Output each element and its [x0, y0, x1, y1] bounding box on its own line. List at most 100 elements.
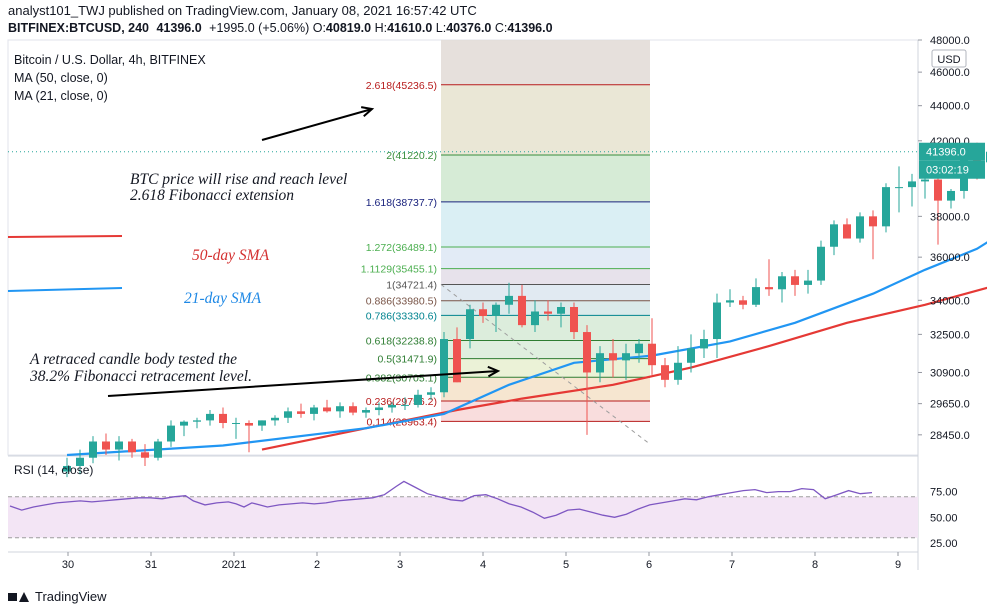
- candle-body[interactable]: [336, 406, 344, 412]
- candle-body[interactable]: [609, 353, 617, 361]
- ma21-legend[interactable]: MA (21, close, 0): [14, 89, 108, 103]
- candle-body[interactable]: [934, 179, 942, 201]
- candle-body[interactable]: [843, 224, 851, 239]
- candle-body[interactable]: [375, 407, 383, 411]
- fib-level-label: 1(34721.4): [386, 279, 437, 291]
- candle-body[interactable]: [492, 304, 500, 317]
- candle-body[interactable]: [180, 421, 188, 426]
- y-tick-label: 34000.0: [930, 295, 970, 307]
- candle-body[interactable]: [362, 410, 370, 413]
- currency-badge[interactable]: [931, 49, 967, 68]
- candle-body[interactable]: [947, 190, 955, 201]
- candle-body[interactable]: [323, 407, 331, 412]
- annotation-retrace-line1: A retraced candle body tested the: [29, 351, 237, 368]
- annotation-target-line2: 2.618 Fibonacci extension: [130, 187, 294, 204]
- ma50-legend[interactable]: MA (50, close, 0): [14, 71, 108, 85]
- candle-body[interactable]: [557, 306, 565, 314]
- candle-body[interactable]: [908, 181, 916, 188]
- high-value: 41610.0: [387, 21, 433, 35]
- candle-body[interactable]: [531, 311, 539, 326]
- annotation-retrace-line2: 38.2% Fibonacci retracement level.: [29, 368, 252, 385]
- candle-body[interactable]: [102, 441, 110, 450]
- rsi-tick-label: 25.00: [930, 538, 958, 550]
- x-tick-label: 30: [62, 559, 74, 571]
- fib-band: [441, 400, 650, 422]
- candle-body[interactable]: [674, 362, 682, 380]
- candle-body[interactable]: [752, 287, 760, 305]
- retrace-arrow-head: [487, 365, 501, 378]
- candle-body[interactable]: [232, 422, 240, 424]
- candle-body[interactable]: [206, 413, 214, 421]
- candle-body[interactable]: [245, 422, 253, 426]
- change-value: +1995.0 (+5.06%): [209, 21, 310, 35]
- fib-band: [441, 268, 650, 285]
- candle-body[interactable]: [115, 441, 123, 450]
- candle-body[interactable]: [687, 348, 695, 363]
- candle-body[interactable]: [700, 339, 708, 349]
- rsi-tick-label: 50.00: [930, 512, 958, 524]
- candle-body[interactable]: [505, 295, 513, 305]
- candle-body[interactable]: [804, 280, 812, 285]
- candle-body[interactable]: [284, 411, 292, 418]
- candle-body[interactable]: [791, 276, 799, 285]
- candle-body[interactable]: [219, 413, 227, 423]
- candle-body[interactable]: [154, 441, 162, 458]
- candle-body[interactable]: [596, 353, 604, 373]
- candle-body[interactable]: [193, 420, 201, 422]
- candle-body[interactable]: [713, 302, 721, 340]
- price-badge: [919, 142, 985, 161]
- fib-band: [441, 315, 650, 341]
- candle-body[interactable]: [817, 246, 825, 281]
- fib-level-label: 2(41220.2): [386, 150, 437, 162]
- candle-body[interactable]: [869, 216, 877, 227]
- candle-body[interactable]: [310, 407, 318, 414]
- candle-body[interactable]: [895, 187, 903, 189]
- candle-body[interactable]: [466, 309, 474, 340]
- candle-body[interactable]: [167, 425, 175, 442]
- candle-body[interactable]: [271, 417, 279, 421]
- candle-body[interactable]: [89, 441, 97, 458]
- tradingview-logo[interactable]: TradingView: [8, 589, 107, 604]
- candle-body[interactable]: [76, 457, 84, 466]
- publish-info: analyst101_TWJ published on TradingView.…: [8, 3, 477, 18]
- y-tick-label: 36000.0: [930, 252, 970, 264]
- candle-body[interactable]: [63, 465, 71, 472]
- tradingview-brand: TradingView: [35, 589, 107, 604]
- candle-body[interactable]: [128, 441, 136, 453]
- candle-body[interactable]: [297, 411, 305, 414]
- candle-body[interactable]: [648, 343, 656, 366]
- annotation-ma50: 50-day SMA: [192, 247, 270, 264]
- candle-body[interactable]: [570, 306, 578, 333]
- x-tick-label: 7: [729, 559, 735, 571]
- candle-body[interactable]: [479, 309, 487, 317]
- candle-body[interactable]: [583, 332, 591, 373]
- candle-body[interactable]: [518, 295, 526, 326]
- candle-body[interactable]: [726, 300, 734, 303]
- candle-body[interactable]: [401, 404, 409, 406]
- candle-body[interactable]: [388, 404, 396, 408]
- candle-body[interactable]: [349, 406, 357, 413]
- candle-body[interactable]: [635, 343, 643, 354]
- candle-body[interactable]: [921, 179, 929, 182]
- candle-body[interactable]: [856, 216, 864, 239]
- candle-body[interactable]: [661, 365, 669, 380]
- candle-body[interactable]: [765, 287, 773, 290]
- candle-body[interactable]: [778, 276, 786, 290]
- candle-body[interactable]: [544, 311, 552, 314]
- rsi-band: [8, 496, 918, 538]
- fib-band: [441, 358, 650, 378]
- candle-body[interactable]: [440, 339, 448, 393]
- candle-body[interactable]: [453, 339, 461, 383]
- candle-body[interactable]: [882, 187, 890, 227]
- candle-body[interactable]: [830, 224, 838, 247]
- candle-body[interactable]: [414, 394, 422, 405]
- candle-body[interactable]: [258, 420, 266, 426]
- fib-level-label: 1.1129(35455.1): [361, 264, 437, 276]
- candle-body[interactable]: [427, 392, 435, 395]
- fib-band: [441, 201, 650, 247]
- candle-body[interactable]: [141, 452, 149, 458]
- candle-body[interactable]: [739, 300, 747, 305]
- candle-body[interactable]: [622, 353, 630, 361]
- y-tick-label: 48000.0: [930, 35, 970, 47]
